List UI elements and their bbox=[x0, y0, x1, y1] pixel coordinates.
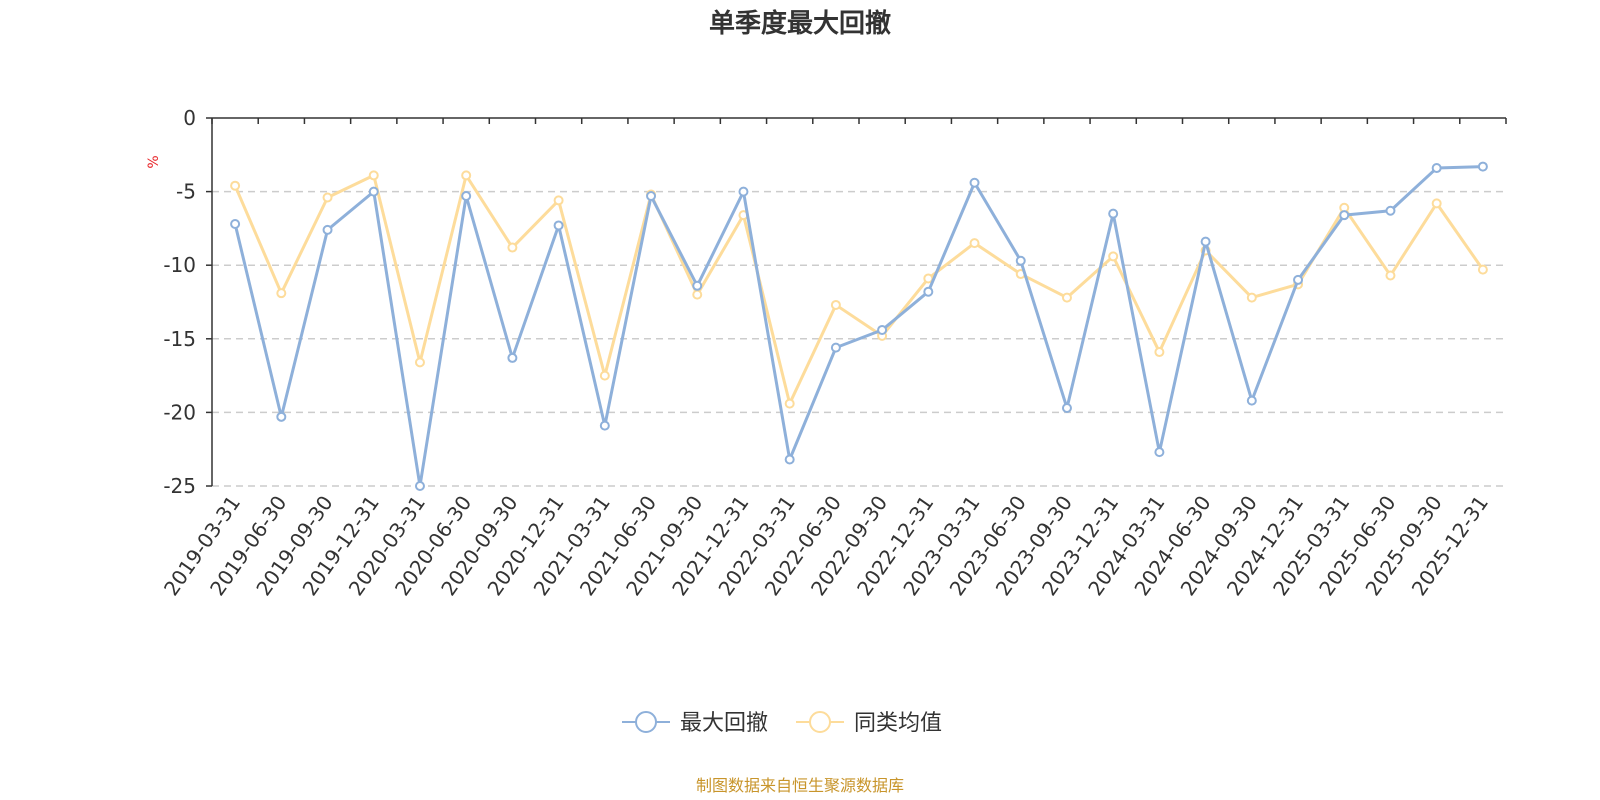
data-point bbox=[368, 170, 379, 181]
legend-marker bbox=[635, 711, 657, 733]
data-point bbox=[1108, 251, 1119, 262]
data-point bbox=[599, 370, 610, 381]
data-point bbox=[784, 454, 795, 465]
data-point bbox=[1108, 208, 1119, 219]
data-point bbox=[1385, 205, 1396, 216]
data-point bbox=[738, 186, 749, 197]
data-point bbox=[1431, 198, 1442, 209]
y-tick-label: -10 bbox=[163, 253, 196, 277]
legend-label: 同类均值 bbox=[854, 711, 942, 736]
data-point bbox=[1200, 236, 1211, 247]
x-tick-labels: 2019-03-312019-06-302019-09-302019-12-31… bbox=[159, 491, 1493, 600]
series-layer bbox=[230, 161, 1488, 491]
data-point bbox=[923, 286, 934, 297]
data-point bbox=[322, 224, 333, 235]
data-point bbox=[1293, 274, 1304, 285]
data-point bbox=[969, 238, 980, 249]
data-point bbox=[830, 299, 841, 310]
data-point bbox=[1246, 395, 1257, 406]
data-point bbox=[1339, 210, 1350, 221]
data-point bbox=[414, 357, 425, 368]
legend-item-1[interactable]: 同类均值 bbox=[796, 711, 942, 736]
data-point bbox=[1385, 270, 1396, 281]
data-point bbox=[461, 191, 472, 202]
data-point bbox=[368, 186, 379, 197]
data-point bbox=[1061, 402, 1072, 413]
data-point bbox=[276, 411, 287, 422]
data-point bbox=[784, 398, 795, 409]
data-point bbox=[1061, 292, 1072, 303]
legend-label: 最大回撤 bbox=[680, 711, 768, 736]
data-point bbox=[1246, 292, 1257, 303]
legend-marker bbox=[809, 711, 831, 733]
y-tick-label: -15 bbox=[163, 327, 196, 351]
data-point bbox=[692, 289, 703, 300]
data-point bbox=[553, 195, 564, 206]
data-point bbox=[646, 191, 657, 202]
chart-title: 单季度最大回撤 bbox=[709, 8, 891, 39]
data-point bbox=[230, 218, 241, 229]
legend: 最大回撤 同类均值 bbox=[622, 711, 942, 736]
y-tick-label: -25 bbox=[163, 474, 196, 498]
data-point bbox=[507, 352, 518, 363]
data-point bbox=[553, 220, 564, 231]
data-point bbox=[1477, 264, 1488, 275]
series-line-1 bbox=[233, 173, 1485, 406]
data-point bbox=[1154, 447, 1165, 458]
y-tick-label: 0 bbox=[183, 106, 196, 130]
series-line-0 bbox=[233, 165, 1483, 488]
data-point bbox=[276, 288, 287, 299]
series-0 bbox=[230, 161, 1488, 491]
data-point bbox=[322, 192, 333, 203]
y-tick-labels: 0 -5 -10 -15 -20 -25 bbox=[163, 106, 196, 498]
data-point bbox=[507, 242, 518, 253]
y-tick-label: -5 bbox=[176, 180, 196, 204]
data-point bbox=[599, 420, 610, 431]
data-point bbox=[230, 180, 241, 191]
data-point bbox=[830, 342, 841, 353]
y-tick-label: -20 bbox=[163, 400, 196, 424]
data-point bbox=[877, 324, 888, 335]
data-point bbox=[1154, 347, 1165, 358]
data-point bbox=[692, 280, 703, 291]
data-point bbox=[1477, 161, 1488, 172]
data-point bbox=[414, 481, 425, 491]
series-1 bbox=[230, 170, 1488, 409]
data-point bbox=[969, 177, 980, 188]
legend-item-0[interactable]: 最大回撤 bbox=[622, 711, 768, 736]
data-point bbox=[461, 170, 472, 181]
data-point bbox=[1015, 255, 1026, 266]
y-axis-unit: % bbox=[146, 155, 162, 168]
data-source-note: 制图数据来自恒生聚源数据库 bbox=[696, 776, 904, 795]
data-point bbox=[923, 273, 934, 284]
data-point bbox=[1431, 163, 1442, 174]
axes bbox=[206, 117, 1507, 487]
